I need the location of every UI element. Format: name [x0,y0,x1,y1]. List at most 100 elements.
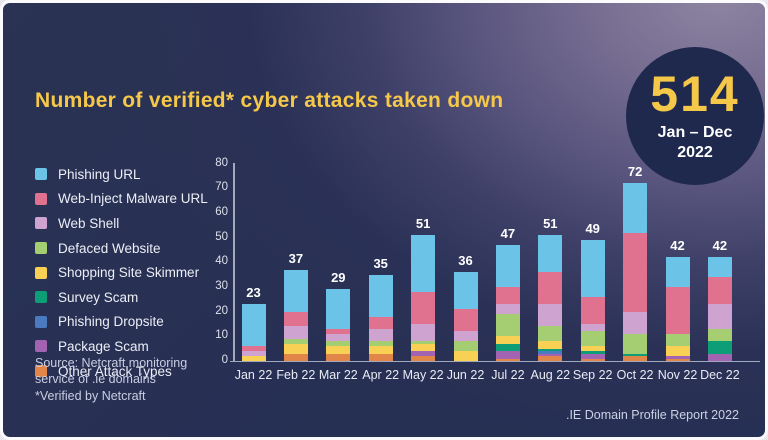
segment-package-scam [495,351,520,359]
bar-total-dec-22: 42 [712,238,728,254]
bar-total-feb-22: 37 [288,250,304,266]
segment-other-attack-types [283,353,308,361]
segment-phishing-url [326,289,351,329]
y-tick-70: 70 [215,181,228,194]
bar-dec-22 [707,257,732,361]
segment-defaced-website [665,333,690,347]
y-tick-10: 10 [215,329,228,342]
segment-defaced-website [326,341,351,347]
bar-jun-22 [453,272,478,361]
bar-oct-22 [623,183,648,361]
segment-defaced-website [707,328,732,342]
bar-total-jan-22: 23 [246,285,261,301]
legend-label: Survey Scam [58,289,139,305]
bar-total-nov-22: 42 [670,238,685,254]
segment-web-inject-malware-url [326,328,351,334]
x-tick-oct-22: Oct 22 [616,368,654,382]
segment-package-scam [411,351,436,357]
legend-swatch-phishing-url [35,168,47,181]
segment-phishing-url [241,304,266,347]
segment-phishing-url [495,244,520,287]
total-badge: 514 Jan – Dec 2022 [626,47,764,185]
legend-item-web-shell: Web Shell [35,211,208,236]
segment-web-inject-malware-url [241,346,266,352]
segment-web-inject-malware-url [368,316,393,329]
bar-apr-22 [368,274,393,361]
y-tick-60: 60 [215,205,228,218]
segment-other-attack-types [580,358,605,361]
segment-shopping-site-skimmer [326,346,351,354]
segment-web-shell [411,323,436,342]
segment-web-inject-malware-url [580,296,605,324]
legend-swatch-shopping-site-skimmer [35,266,47,279]
segment-web-inject-malware-url [453,309,478,332]
x-tick-jun-22: Jun 22 [446,368,485,382]
segment-defaced-website [453,341,478,352]
segment-shopping-site-skimmer [368,346,393,354]
segment-shopping-site-skimmer [283,343,308,354]
legend-item-other-attack-types: Other Attack Types [35,359,208,384]
legend-label: Phishing Dropsite [58,314,164,330]
segment-phishing-url [453,272,478,310]
legend-swatch-web-inject-malware-url [35,192,47,205]
total-badge-period-line2: 2022 [677,144,713,161]
source-note-line2: service of .ie domains [35,372,156,387]
legend-label: Web Shell [58,215,120,231]
legend-item-shopping-site-skimmer: Shopping Site Skimmer [35,260,208,285]
legend-swatch-web-shell [35,217,47,230]
segment-web-inject-malware-url [411,291,436,324]
segment-other-attack-types [623,356,648,361]
x-axis-line [230,360,760,362]
segment-shopping-site-skimmer [241,356,266,361]
legend-item-defaced-website: Defaced Website [35,236,208,261]
segment-web-shell [580,323,605,332]
segment-web-inject-malware-url [495,286,520,305]
segment-phishing-url [368,274,393,317]
x-tick-may-22: May 22 [402,368,444,382]
segment-defaced-website [411,341,436,344]
x-tick-dec-22: Dec 22 [700,368,740,382]
segment-other-attack-types [538,356,563,361]
segment-defaced-website [368,341,393,347]
segment-survey-scam [623,353,648,357]
bar-total-jul-22: 47 [500,225,516,241]
legend-label: Phishing URL [58,166,141,182]
segment-defaced-website [495,314,520,337]
y-tick-30: 30 [215,279,228,292]
segment-phishing-url [665,257,690,287]
bar-jul-22 [495,244,520,361]
segment-phishing-url [707,257,732,278]
x-tick-nov-22: Nov 22 [657,368,698,382]
total-badge-value: 514 [650,66,740,122]
segment-shopping-site-skimmer [580,346,605,352]
segment-other-attack-types [368,353,393,361]
x-tick-aug-22: Aug 22 [530,368,571,382]
bar-mar-22 [326,289,351,361]
bar-total-oct-22: 72 [627,164,643,180]
bar-total-jun-22: 36 [458,253,473,269]
bar-may-22 [411,235,436,361]
segment-phishing-url [411,235,436,292]
x-tick-jul-22: Jul 22 [491,368,525,382]
segment-web-inject-malware-url [665,286,690,334]
segment-web-shell [241,351,266,357]
y-tick-0: 0 [221,354,228,366]
segment-other-attack-types [495,358,520,361]
segment-web-shell [453,331,478,342]
segment-shopping-site-skimmer [538,341,563,349]
segment-defaced-website [580,331,605,347]
bar-total-aug-22: 51 [543,216,558,232]
bar-total-sep-22: 49 [585,221,600,237]
segment-web-shell [623,311,648,334]
segment-survey-scam [707,341,732,354]
x-tick-apr-22: Apr 22 [362,368,400,382]
x-tick-feb-22: Feb 22 [276,368,316,382]
legend-swatch-other-attack-types [35,365,47,378]
total-badge-period-line1: Jan – Dec [657,124,733,141]
segment-shopping-site-skimmer [411,343,436,352]
segment-package-scam [538,353,563,357]
segment-shopping-site-skimmer [495,336,520,344]
segment-other-attack-types [665,358,690,361]
bar-total-may-22: 51 [415,216,431,232]
